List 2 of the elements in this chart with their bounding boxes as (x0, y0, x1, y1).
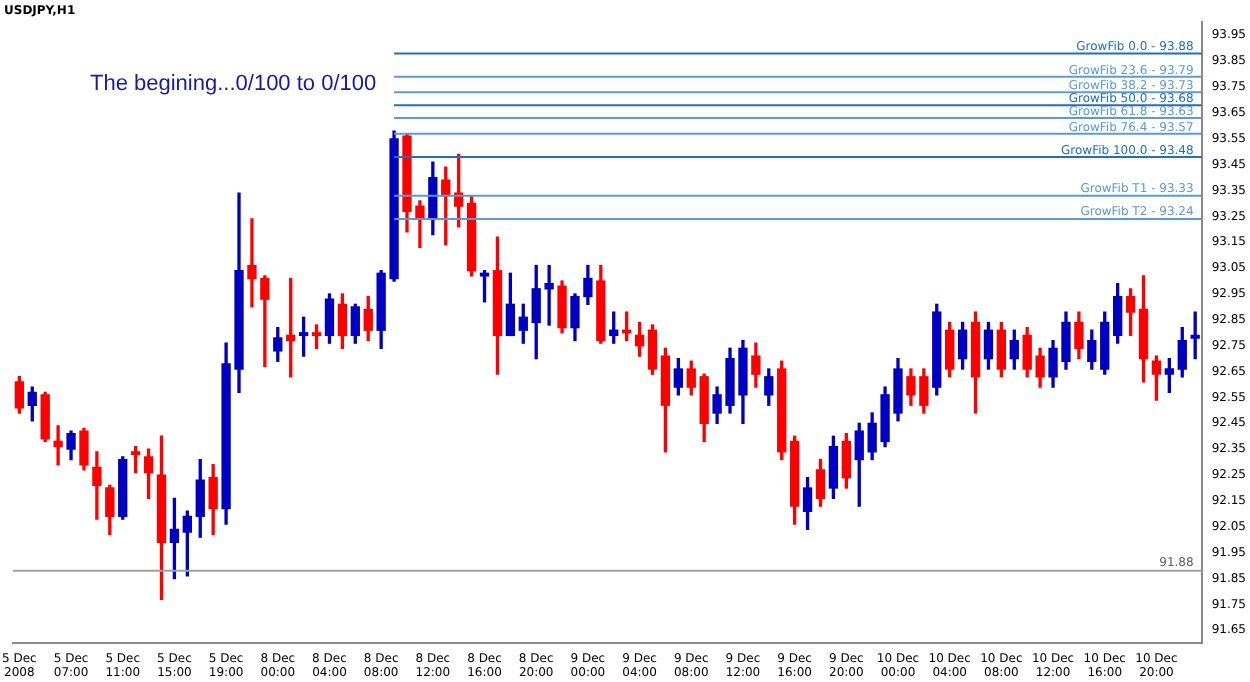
candlestick (53, 425, 63, 466)
annotation: The begining...0/100 to 0/100 (90, 72, 377, 97)
